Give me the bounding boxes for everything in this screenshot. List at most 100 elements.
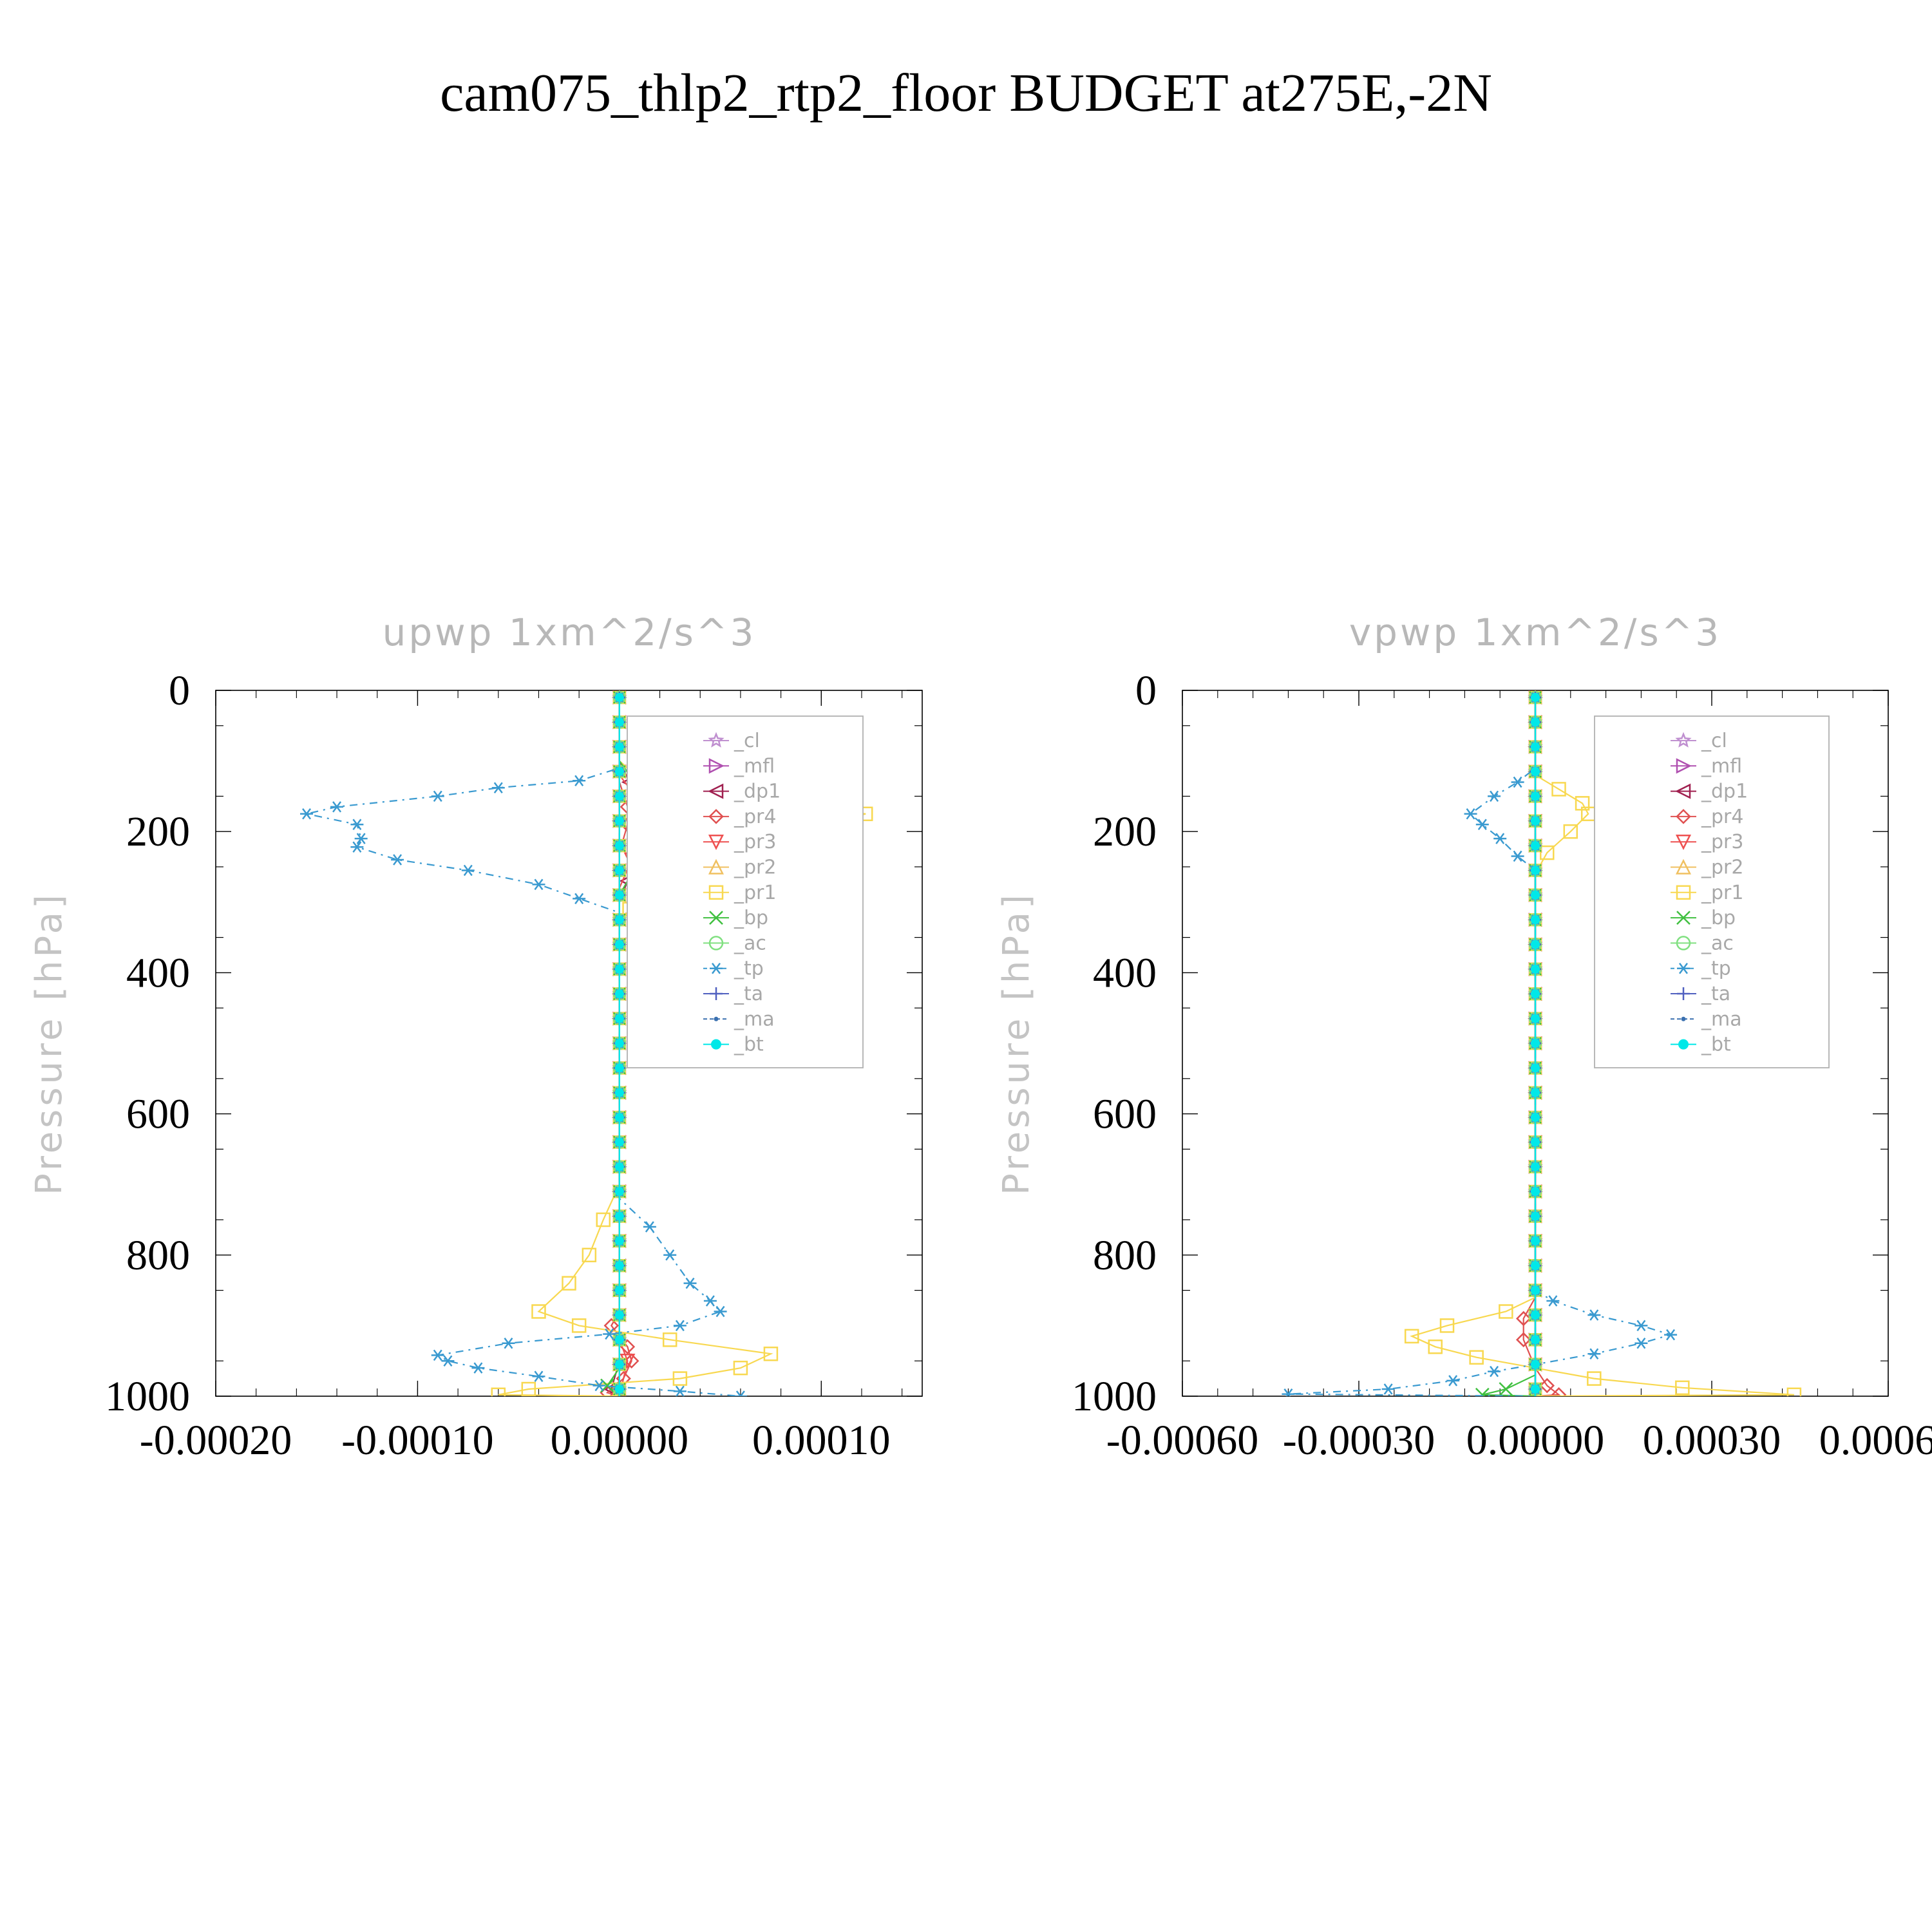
marker-circle — [708, 936, 724, 951]
marker-bigdot — [614, 1211, 625, 1221]
legend-label: _pr3 — [1701, 831, 1743, 853]
legend-label: _ac — [1701, 932, 1734, 954]
marker-tri-up — [1675, 858, 1692, 875]
marker-bigdot — [1530, 1236, 1540, 1246]
x-tick-label: -0.00060 — [1106, 1417, 1258, 1464]
marker-bigdot — [614, 816, 625, 826]
marker-asterisk — [710, 962, 723, 974]
panel-2: vpwp 1xm^2/s^3 Pressure [hPa] 0 200 400 600 80… — [996, 611, 1932, 1464]
legend-entry: _pr4 — [703, 806, 776, 828]
legend-entry: _dp1 — [1671, 781, 1748, 803]
marker-asterisk — [1488, 1365, 1501, 1378]
marker-bigdot — [1530, 1211, 1540, 1221]
legend-entry: _tp — [703, 958, 764, 980]
marker-asterisk — [502, 1338, 515, 1349]
legend-label: _bt — [734, 1034, 764, 1056]
marker-bigdot — [1530, 1088, 1540, 1097]
marker-asterisk — [431, 1349, 444, 1361]
marker-bigdot — [1530, 1359, 1540, 1369]
marker-bigdot — [614, 1112, 625, 1122]
marker-asterisk — [573, 893, 586, 905]
marker-square — [672, 1371, 688, 1386]
marker-asterisk — [1511, 776, 1524, 788]
marker-asterisk — [1634, 1338, 1648, 1349]
marker-bigdot — [1530, 1014, 1540, 1023]
marker-x — [1499, 1382, 1513, 1396]
marker-square — [662, 1332, 677, 1347]
legend-label: _pr2 — [1701, 857, 1743, 879]
marker-asterisk — [330, 801, 344, 813]
marker-bigdot — [614, 1335, 625, 1345]
marker-x — [1475, 1387, 1490, 1396]
legend-label: _pr3 — [734, 831, 776, 853]
marker-asterisk — [592, 1379, 606, 1392]
marker-asterisk — [461, 864, 475, 876]
marker-asterisk — [603, 1328, 616, 1340]
marker-bigdot — [614, 1261, 625, 1271]
marker-plus — [1677, 987, 1690, 1000]
marker-tri-up — [708, 858, 724, 875]
legend-label: _tp — [1701, 958, 1731, 980]
legend-label: _pr1 — [1701, 882, 1743, 904]
legend-entry: _pr3 — [703, 831, 776, 853]
marker-asterisk — [350, 841, 364, 853]
marker-bigdot — [711, 1039, 721, 1050]
marker-square — [491, 1387, 506, 1396]
marker-square — [733, 1360, 748, 1376]
series-line — [1522, 694, 1561, 1396]
series-area — [1282, 690, 1802, 1396]
marker-bigdot — [614, 964, 625, 974]
marker-asterisk — [1546, 1295, 1560, 1307]
marker-square — [1404, 1329, 1419, 1344]
marker-asterisk — [1381, 1383, 1395, 1395]
marker-bigdot — [1530, 964, 1540, 974]
marker-bigdot — [1530, 915, 1540, 925]
marker-square — [562, 1276, 576, 1291]
marker-bigdot — [1530, 940, 1540, 949]
marker-tri-right — [708, 758, 724, 774]
marker-asterisk — [1664, 1329, 1678, 1341]
marker-bigdot — [1530, 840, 1540, 851]
legend-label: _pr2 — [734, 857, 776, 879]
legend-entry: _pr2 — [1671, 857, 1743, 879]
marker-bigdot — [1530, 742, 1540, 752]
y-tick-label: 200 — [1093, 808, 1157, 855]
marker-tri-down — [708, 834, 724, 850]
y-tick-label: 600 — [1093, 1091, 1157, 1138]
legend-entry: _pr3 — [1671, 831, 1743, 853]
marker-tri-left — [1675, 783, 1691, 799]
marker-diamond — [1551, 1387, 1567, 1396]
legend-entry: _bt — [703, 1034, 764, 1056]
x-tick-label: -0.00030 — [1283, 1417, 1435, 1464]
legend-label: _ta — [1701, 983, 1730, 1005]
y-tick-label: 0 — [169, 667, 190, 714]
marker-asterisk — [1464, 808, 1477, 820]
x-tick-label: 0.00000 — [1466, 1417, 1605, 1464]
marker-bigdot — [614, 1236, 625, 1246]
legend-entry: _mfl — [1671, 755, 1742, 777]
marker-bigdot — [614, 890, 625, 900]
legend-label: _pr4 — [734, 806, 776, 828]
marker-square — [1563, 824, 1578, 839]
marker-asterisk — [683, 1277, 697, 1289]
legend-label: _ma — [734, 1008, 775, 1030]
legend-entry: _tp — [1671, 958, 1731, 980]
marker-bigdot — [614, 791, 625, 801]
x-tick-label: 0.00030 — [1643, 1417, 1781, 1464]
marker-square — [1428, 1340, 1443, 1354]
marker-bigdot — [1530, 692, 1540, 703]
legend-label: _bt — [1701, 1034, 1731, 1056]
legend-entry: _ta — [1671, 983, 1730, 1005]
legend: _cl _mfl _dp1 _pr4 _pr3 _pr2 _pr1 _bp _ac _tp _ta _… — [1594, 715, 1830, 1068]
marker-asterisk — [1446, 1375, 1460, 1387]
marker-bigdot — [1530, 890, 1540, 900]
marker-bigdot — [614, 1162, 625, 1172]
legend-label: _mfl — [734, 755, 775, 777]
marker-bigdot — [1530, 816, 1540, 826]
marker-asterisk — [1282, 1388, 1295, 1396]
marker-bigdot — [1530, 1310, 1540, 1320]
legend-entry: _bt — [1671, 1034, 1731, 1056]
y-tick-label: 800 — [126, 1232, 190, 1279]
legend-entry: _pr1 — [1671, 882, 1743, 904]
marker-square — [1540, 845, 1555, 860]
